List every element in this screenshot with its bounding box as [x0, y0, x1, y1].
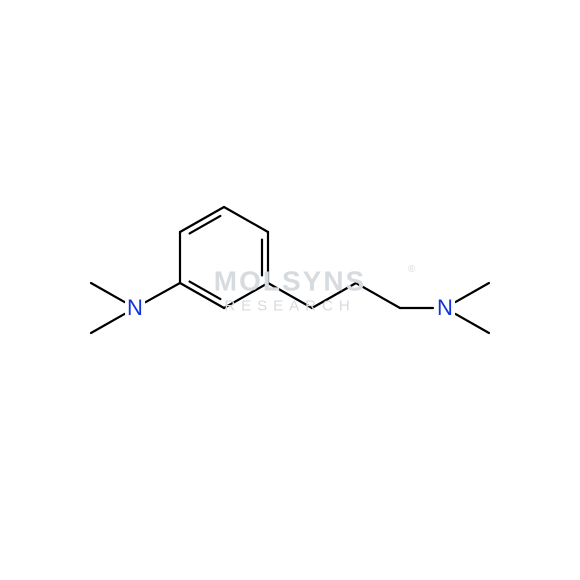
registered-symbol: ®: [408, 264, 415, 275]
atom-label: N: [125, 295, 145, 321]
molecule-canvas: [0, 0, 580, 580]
atom-label: N: [435, 295, 455, 321]
